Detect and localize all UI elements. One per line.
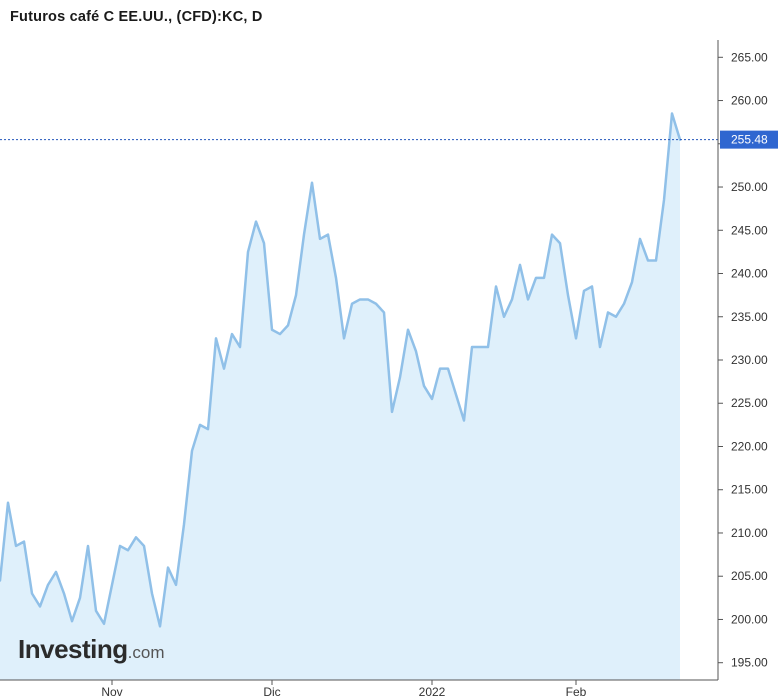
x-tick-label: Nov xyxy=(101,685,122,699)
y-tick-label: 250.00 xyxy=(731,180,768,194)
y-tick-label: 260.00 xyxy=(731,94,768,108)
y-tick-label: 195.00 xyxy=(731,656,768,670)
y-tick-label: 230.00 xyxy=(731,353,768,367)
price-area xyxy=(0,113,680,680)
logo-brand: Investing xyxy=(18,634,128,664)
x-tick-label: 2022 xyxy=(419,685,446,699)
last-price-label: 255.48 xyxy=(731,133,768,147)
y-tick-label: 200.00 xyxy=(731,612,768,626)
y-tick-label: 240.00 xyxy=(731,267,768,281)
y-tick-label: 225.00 xyxy=(731,396,768,410)
last-price-badge xyxy=(720,130,778,149)
chart-title: Futuros café C EE.UU., (CFD):KC, D xyxy=(10,9,263,25)
y-tick-label: 235.00 xyxy=(731,310,768,324)
x-tick-label: Feb xyxy=(566,685,587,699)
y-tick-label: 210.00 xyxy=(731,526,768,540)
x-tick-label: Dic xyxy=(263,685,280,699)
investing-logo: Investing.com xyxy=(18,634,164,664)
y-tick-label: 265.00 xyxy=(731,50,768,64)
y-tick-label: 220.00 xyxy=(731,439,768,453)
y-tick-label: 205.00 xyxy=(731,569,768,583)
y-tick-label: 215.00 xyxy=(731,483,768,497)
x-axis-ticks: Nov Dic 2022 Feb xyxy=(101,680,587,699)
logo-suffix: .com xyxy=(128,643,165,662)
price-line[interactable] xyxy=(0,112,682,628)
svg-text:Investing.com: Investing.com xyxy=(18,634,164,664)
y-tick-label: 245.00 xyxy=(731,223,768,237)
